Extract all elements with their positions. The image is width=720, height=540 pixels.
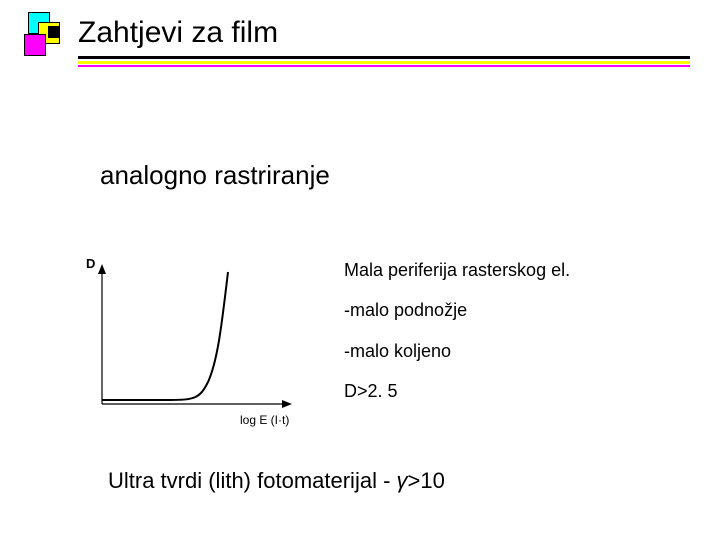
black-square: [48, 26, 60, 38]
bullet-2: -malo podnožje: [344, 298, 570, 322]
footer-text: Ultra tvrdi (lith) fotomaterijal - γ>10: [108, 468, 445, 494]
characteristic-curve: [102, 272, 228, 400]
footer-prefix: Ultra tvrdi (lith) fotomaterijal -: [108, 468, 397, 493]
x-axis-arrow: [282, 400, 292, 408]
subtitle: analogno rastriranje: [100, 160, 330, 191]
bullet-1: Mala periferija rasterskog el.: [344, 258, 570, 282]
magenta-square: [24, 34, 46, 56]
slide: Zahtjevi za film analogno rastriranje D …: [0, 0, 720, 540]
bullet-list: Mala periferija rasterskog el. -malo pod…: [344, 258, 570, 419]
title-underline: [78, 56, 690, 67]
bullet-4: D>2. 5: [344, 379, 570, 403]
x-axis-label: log E (I·t): [240, 413, 289, 427]
density-curve-chart: D log E (I·t): [80, 252, 320, 442]
cmyk-logo: [20, 12, 70, 62]
y-axis-arrow: [98, 264, 106, 274]
gamma-symbol: γ: [397, 468, 408, 493]
underline-magenta: [78, 65, 690, 67]
y-axis-label: D: [86, 256, 95, 271]
footer-suffix: >10: [408, 468, 445, 493]
page-title: Zahtjevi za film: [78, 16, 278, 50]
bullet-3: -malo koljeno: [344, 339, 570, 363]
